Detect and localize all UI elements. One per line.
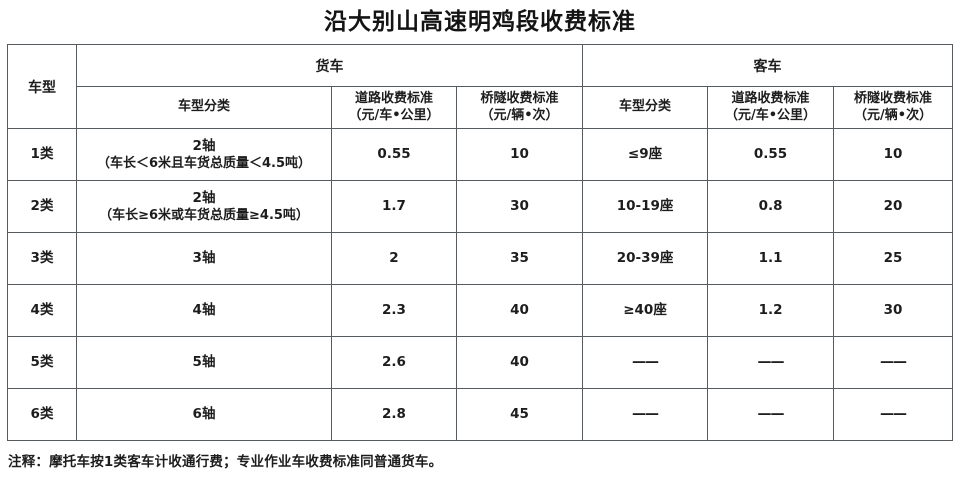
header-truck-classify: 车型分类 (76, 86, 332, 129)
header-bus-bridge-fee-label: 桥隧收费标准 (854, 91, 933, 107)
header-bus-road-fee-unit: （元/车•公里） (725, 107, 817, 123)
cell-truck-classify: 2轴 （车长≥6米或车货总质量≥4.5吨） (76, 180, 332, 233)
cell-truck-bridge-fee: 30 (455, 180, 584, 233)
cell-truck-bridge-fee: 35 (455, 232, 584, 285)
toll-fee-table: 车型 货车 客车 车型分类 道路收费标准 （元/车•公里） 桥隧收费标准 （元/… (7, 44, 954, 441)
table-footnote: 注释：摩托车按1类客车计收通行费；专业作业车收费标准同普通货车。 (8, 454, 443, 470)
table-head: 车型 货车 客车 车型分类 道路收费标准 （元/车•公里） 桥隧收费标准 （元/… (7, 44, 954, 129)
truck-condition: （车长≥6米或车货总质量≥4.5吨） (99, 207, 309, 223)
cell-bus-road-fee: 1.2 (707, 284, 835, 337)
header-truck-bridge-fee: 桥隧收费标准 （元/辆•次） (455, 86, 584, 129)
cell-truck-bridge-fee: 45 (455, 388, 584, 441)
cell-bus-bridge-fee: 20 (833, 180, 954, 233)
cell-vehicle-class: 4类 (7, 284, 77, 337)
cell-truck-road-fee: 0.55 (331, 128, 457, 181)
cell-bus-classify: ≥40座 (582, 284, 709, 337)
header-bus-road-fee: 道路收费标准 （元/车•公里） (707, 86, 835, 129)
header-bus-classify: 车型分类 (582, 86, 709, 129)
cell-bus-bridge-fee: —— (833, 336, 954, 389)
cell-bus-classify: —— (582, 388, 709, 441)
header-bus-bridge-fee-unit: （元/辆•次） (854, 107, 933, 123)
table-header-group-row: 车型 货车 客车 (7, 44, 954, 129)
cell-bus-classify: 10-19座 (582, 180, 709, 233)
cell-bus-road-fee: —— (707, 388, 835, 441)
cell-bus-road-fee: 1.1 (707, 232, 835, 285)
cell-truck-road-fee: 1.7 (331, 180, 457, 233)
cell-vehicle-class: 5类 (7, 336, 77, 389)
cell-bus-classify: ≤9座 (582, 128, 709, 181)
header-truck-road-fee-label: 道路收费标准 (354, 91, 433, 107)
table-row: 6类 6轴 2.8 45 —— —— —— (7, 388, 954, 441)
cell-truck-road-fee: 2 (331, 232, 457, 285)
table-row: 1类 2轴 （车长＜6米且车货总质量＜4.5吨） 0.55 10 ≤9座 0.5… (7, 128, 954, 181)
truck-axles: 3轴 (192, 250, 216, 267)
fee-table-container: 车型 货车 客车 车型分类 道路收费标准 （元/车•公里） 桥隧收费标准 （元/… (7, 44, 954, 441)
table-row: 2类 2轴 （车长≥6米或车货总质量≥4.5吨） 1.7 30 10-19座 0… (7, 180, 954, 233)
cell-truck-classify: 3轴 (76, 232, 332, 285)
cell-bus-bridge-fee: 30 (833, 284, 954, 337)
cell-truck-road-fee: 2.3 (331, 284, 457, 337)
cell-vehicle-class: 1类 (7, 128, 77, 181)
cell-truck-classify: 6轴 (76, 388, 332, 441)
cell-truck-classify: 2轴 （车长＜6米且车货总质量＜4.5吨） (76, 128, 332, 181)
truck-axles: 5轴 (192, 354, 216, 371)
header-group-truck: 货车 (75, 44, 584, 87)
cell-truck-bridge-fee: 40 (455, 284, 584, 337)
table-header-sub-row: 车型分类 道路收费标准 （元/车•公里） 桥隧收费标准 （元/辆•次） 车型分类 (8, 86, 954, 129)
cell-bus-classify: —— (582, 336, 709, 389)
cell-bus-bridge-fee: 25 (833, 232, 954, 285)
header-truck-classify-label: 车型分类 (177, 99, 230, 115)
table-row: 5类 5轴 2.6 40 —— —— —— (7, 336, 954, 389)
header-vehicle-class: 车型 (7, 44, 77, 129)
cell-truck-bridge-fee: 40 (455, 336, 584, 389)
cell-bus-road-fee: —— (707, 336, 835, 389)
header-truck-road-fee: 道路收费标准 （元/车•公里） (331, 86, 457, 129)
cell-vehicle-class: 3类 (7, 232, 77, 285)
truck-axles: 4轴 (192, 302, 216, 319)
cell-truck-road-fee: 2.8 (331, 388, 457, 441)
header-truck-road-fee-unit: （元/车•公里） (348, 107, 440, 123)
cell-vehicle-class: 2类 (7, 180, 77, 233)
cell-truck-classify: 4轴 (76, 284, 332, 337)
header-truck-bridge-fee-label: 桥隧收费标准 (480, 91, 559, 107)
cell-bus-bridge-fee: —— (833, 388, 954, 441)
page-title: 沿大别山高速明鸡段收费标准 (324, 9, 636, 35)
cell-truck-classify: 5轴 (76, 336, 332, 389)
header-group-bus: 客车 (582, 44, 954, 87)
cell-truck-bridge-fee: 10 (455, 128, 584, 181)
cell-vehicle-class: 6类 (7, 388, 77, 441)
cell-bus-road-fee: 0.55 (707, 128, 835, 181)
cell-bus-road-fee: 0.8 (707, 180, 835, 233)
table-row: 4类 4轴 2.3 40 ≥40座 1.2 30 (7, 284, 954, 337)
cell-bus-classify: 20-39座 (582, 232, 709, 285)
header-bus-bridge-fee: 桥隧收费标准 （元/辆•次） (833, 86, 954, 129)
truck-axles: 2轴 (192, 137, 216, 154)
truck-condition: （车长＜6米且车货总质量＜4.5吨） (96, 155, 312, 171)
table-row: 3类 3轴 2 35 20-39座 1.1 25 (7, 232, 954, 285)
truck-axles: 2轴 (192, 189, 216, 206)
cell-bus-bridge-fee: 10 (833, 128, 954, 181)
table-body: 1类 2轴 （车长＜6米且车货总质量＜4.5吨） 0.55 10 ≤9座 0.5… (7, 128, 954, 441)
header-bus-road-fee-label: 道路收费标准 (731, 91, 810, 107)
header-bus-classify-label: 车型分类 (619, 99, 672, 115)
cell-truck-road-fee: 2.6 (331, 336, 457, 389)
truck-axles: 6轴 (192, 406, 216, 423)
header-truck-bridge-fee-unit: （元/辆•次） (480, 107, 559, 123)
